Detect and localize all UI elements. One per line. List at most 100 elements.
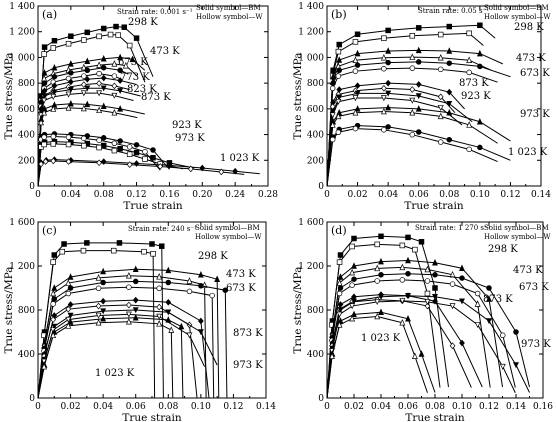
data-point-bm [385, 47, 392, 54]
data-point-bm [378, 272, 384, 278]
data-point-bm [378, 257, 384, 265]
series-823-k: 823 K [37, 84, 157, 187]
data-point-bm [197, 271, 204, 278]
data-point-bm [84, 100, 91, 108]
data-point-bm [41, 44, 48, 50]
data-point-bm [415, 81, 422, 88]
y-tick-label: 1 000 [9, 53, 35, 63]
data-point-bm [446, 47, 453, 54]
data-point-bm [51, 37, 58, 44]
data-point-bm [166, 162, 173, 169]
data-point-bm [477, 22, 483, 29]
panel-label: (d) [331, 224, 347, 237]
series-673-k: 673 K [37, 278, 256, 399]
series-873-k: 873 K [326, 291, 513, 399]
series-label: 973 K [521, 339, 551, 350]
data-point-w [141, 248, 147, 255]
data-point-w [41, 108, 48, 116]
y-tick-label: 1 200 [298, 28, 324, 38]
data-point-bm [197, 317, 204, 325]
series-1-023-k: 1 023 K [37, 153, 260, 187]
data-point-w [80, 247, 87, 254]
data-point-bm [51, 89, 58, 96]
strain-rate-note: Strain rate: 240 s⁻¹ [128, 225, 197, 233]
data-point-bm [486, 295, 492, 302]
x-tick-label: 0 [35, 402, 41, 412]
series-873-k: 873 K [326, 78, 489, 187]
data-point-w [81, 73, 87, 79]
data-point-w [424, 290, 431, 297]
series-label: 873 K [141, 92, 171, 103]
data-point-bm [405, 315, 411, 322]
data-point-w [156, 303, 163, 311]
data-point-w [336, 279, 343, 286]
data-point-w [437, 105, 444, 112]
y-tick-label: 800 [307, 306, 324, 316]
hollow-symbol-note: Hollow symbol—W [484, 13, 551, 21]
x-tick-label: 0.14 [531, 190, 551, 200]
data-point-w [424, 278, 431, 284]
data-point-bm [432, 272, 438, 278]
chart-panel-2: 0 0.02 0.04 0.06 0.08 0.10 0.12 0.14 0 200 400 600 8… [292, 2, 551, 212]
y-axis-label: True stress/MPa [292, 52, 304, 139]
x-tick-label: 0.02 [344, 402, 364, 412]
series-label: 973 K [175, 133, 205, 144]
data-point-bm [51, 252, 58, 258]
data-point-bm [132, 313, 139, 321]
data-point-bm [385, 79, 392, 87]
x-axis-label: True strain [122, 412, 182, 422]
data-point-bm [132, 296, 139, 304]
series-line-bm [326, 82, 465, 187]
data-point-bm [100, 135, 107, 141]
x-axis-label: True strain [405, 412, 465, 422]
data-point-w [409, 97, 416, 104]
data-point-w [80, 90, 87, 97]
data-point-w [399, 242, 406, 249]
series-line-w [37, 275, 207, 399]
data-point-bm [232, 167, 239, 175]
series-label: 473 K [150, 46, 180, 57]
x-tick-label: 0.10 [470, 190, 490, 200]
series-473-k: 473 K [326, 46, 546, 187]
series-298-k: 298 K [37, 240, 228, 399]
data-point-w [381, 65, 387, 72]
chart-panel-3: 0 0.02 0.04 0.06 0.08 0.10 0.12 0.14 0 400 800 1 20… [3, 218, 276, 422]
y-tick-label: 1 000 [298, 53, 324, 63]
x-tick-label: 0.08 [439, 190, 459, 200]
x-tick-label: 0.16 [159, 190, 179, 200]
series-298-k: 298 K [326, 233, 518, 399]
data-point-w [474, 300, 481, 307]
data-point-bm [446, 88, 453, 96]
data-point-w [96, 144, 102, 151]
data-point-bm [159, 243, 165, 249]
series-473-k: 473 K [37, 265, 256, 399]
data-point-bm [67, 301, 74, 308]
data-point-w [96, 33, 102, 40]
data-point-bm [198, 283, 204, 289]
data-point-bm [415, 59, 422, 65]
y-tick-label: 1 400 [298, 2, 324, 12]
data-point-w [466, 121, 473, 128]
data-point-bm [459, 275, 465, 281]
y-axis-label: True stress/MPa [3, 52, 15, 139]
x-tick-label: 0.08 [425, 402, 445, 412]
data-point-w [110, 247, 117, 254]
data-point-bm [150, 147, 156, 153]
y-tick-label: 400 [18, 131, 35, 141]
series-line-w [37, 160, 245, 187]
data-point-w [95, 285, 102, 292]
series-label: 673 K [118, 57, 148, 68]
series-873-k: 873 K [37, 92, 171, 187]
series-label: 773 K [120, 72, 150, 83]
data-point-bm [165, 316, 172, 323]
x-tick-label: 0.28 [258, 190, 278, 200]
data-point-w [126, 151, 133, 157]
series-1-023-k: 1 023 K [37, 313, 185, 399]
data-point-w [349, 303, 356, 310]
data-point-bm [446, 100, 453, 107]
data-point-bm [116, 240, 123, 246]
data-point-w [352, 56, 359, 63]
data-point-w [466, 146, 472, 153]
plot-frame [37, 221, 267, 399]
data-point-w [125, 317, 132, 325]
